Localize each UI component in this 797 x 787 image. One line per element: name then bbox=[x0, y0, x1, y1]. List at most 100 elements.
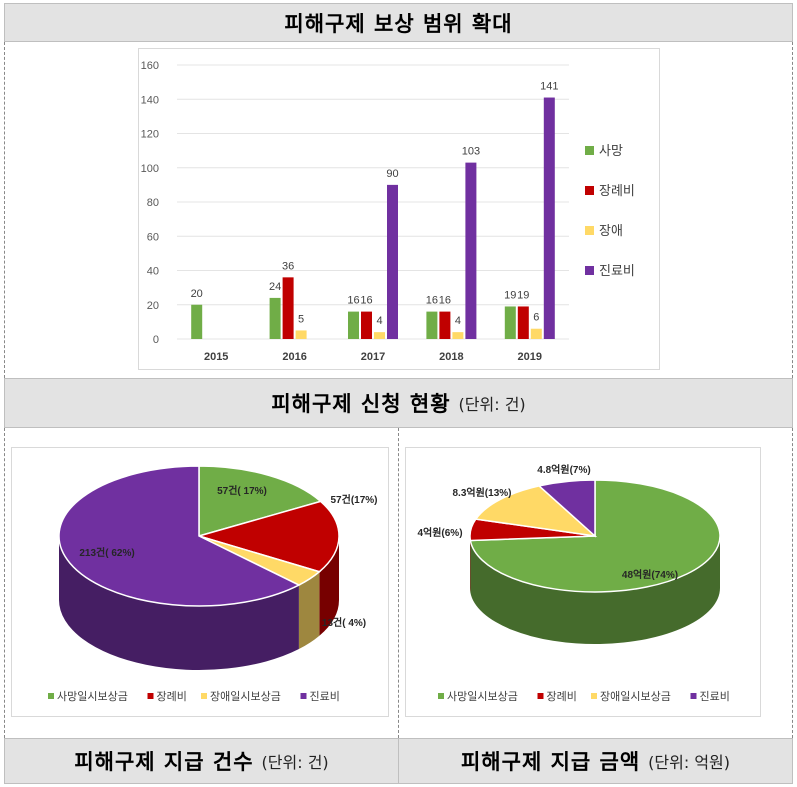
data-label: 4 bbox=[376, 315, 382, 327]
bottom-right-unit: (단위: 억원) bbox=[648, 753, 731, 772]
header-bar: 피해구제 보상 범위 확대 bbox=[4, 3, 793, 42]
legend-swatch bbox=[585, 226, 594, 235]
y-tick-label: 120 bbox=[141, 129, 159, 141]
legend-swatch bbox=[585, 146, 594, 155]
amount-pie-chart: 48억원(74%) 4억원(6%) 8.3억원(13%) 4.8억원(7%) 사망일시보… bbox=[417, 463, 730, 703]
data-label: 16 bbox=[439, 295, 451, 307]
legend-swatch bbox=[300, 693, 307, 699]
legend-label: 진료비 bbox=[310, 690, 340, 703]
pie-slice bbox=[537, 479, 596, 538]
bar bbox=[348, 311, 359, 339]
legend-swatch bbox=[585, 266, 594, 275]
bar bbox=[282, 277, 294, 339]
bar bbox=[530, 328, 542, 339]
bar bbox=[191, 304, 203, 339]
legend-swatch bbox=[585, 186, 594, 195]
bar bbox=[387, 184, 398, 339]
pie-slice-side bbox=[298, 571, 320, 650]
data-label: 19 bbox=[517, 289, 529, 301]
slice-label: 48억원(74%) bbox=[622, 568, 678, 581]
data-label: 19 bbox=[504, 289, 516, 301]
legend-swatch bbox=[201, 693, 207, 699]
legend-swatch bbox=[537, 693, 544, 699]
data-label: 16 bbox=[347, 295, 359, 307]
slice-label: 13건( 4%) bbox=[322, 616, 366, 629]
legend-swatch bbox=[690, 693, 697, 699]
data-label: 141 bbox=[540, 81, 558, 93]
data-label: 5 bbox=[298, 313, 304, 325]
bar bbox=[374, 332, 385, 339]
amount-pie-frame: 48억원(74%) 4억원(6%) 8.3억원(13%) 4.8억원(7%) 사망일시보… bbox=[405, 447, 761, 717]
bar bbox=[517, 306, 529, 339]
y-tick-label: 0 bbox=[153, 334, 159, 346]
bottom-left-bar: 피해구제 지급 건수 (단위: 건) bbox=[4, 738, 399, 784]
bar bbox=[543, 97, 555, 339]
data-label: 6 bbox=[533, 312, 539, 324]
pie-slice-side bbox=[319, 536, 339, 636]
bottom-left-unit: (단위: 건) bbox=[261, 753, 329, 772]
bar-chart-frame: 0 20 40 60 80 100 120 140 160 2015 20 2016 24 36 5 2017… bbox=[138, 48, 660, 370]
header-title: 피해구제 보상 범위 확대 bbox=[284, 11, 513, 36]
bar bbox=[452, 332, 464, 339]
y-tick-label: 60 bbox=[147, 231, 159, 243]
data-label: 16 bbox=[360, 295, 372, 307]
data-label: 16 bbox=[426, 295, 438, 307]
x-tick-label: 2016 bbox=[282, 351, 306, 363]
bar bbox=[426, 311, 438, 339]
x-tick-label: 2015 bbox=[204, 351, 228, 363]
data-label: 20 bbox=[191, 288, 203, 300]
legend-label: 장례비 bbox=[547, 690, 577, 703]
mid-header-unit: (단위: 건) bbox=[458, 395, 526, 414]
data-label: 4 bbox=[455, 315, 461, 327]
count-pie-chart: 57건( 17%) 57건(17%) 13건( 4%) 213건( 62%) 사망일시보… bbox=[48, 465, 378, 703]
bottom-right-bar: 피해구제 지급 금액 (단위: 억원) bbox=[398, 738, 793, 784]
x-tick-label: 2019 bbox=[518, 351, 542, 363]
legend-swatch bbox=[48, 693, 54, 699]
y-tick-label: 100 bbox=[141, 163, 159, 175]
legend-label: 장례비 bbox=[599, 183, 635, 198]
bar bbox=[439, 311, 451, 339]
bar bbox=[269, 297, 281, 339]
legend-swatch bbox=[438, 693, 444, 699]
count-pie-frame: 57건( 17%) 57건(17%) 13건( 4%) 213건( 62%) 사망일시보… bbox=[11, 447, 389, 717]
data-label: 24 bbox=[269, 281, 281, 293]
data-label: 90 bbox=[386, 168, 398, 180]
pie-cells bbox=[4, 428, 793, 738]
legend-swatch bbox=[591, 693, 597, 699]
pie-slice bbox=[198, 465, 323, 537]
mid-header-bar: 피해구제 신청 현황 (단위: 건) bbox=[4, 378, 793, 428]
legend-label: 사망일시보상금 bbox=[57, 689, 128, 703]
mid-header-title: 피해구제 신청 현황 bbox=[271, 392, 451, 416]
x-tick-label: 2017 bbox=[361, 351, 385, 363]
legend-label: 장애일시보상금 bbox=[210, 689, 281, 703]
y-tick-label: 20 bbox=[147, 300, 159, 312]
pie-divider bbox=[398, 428, 399, 738]
bar bbox=[504, 306, 516, 339]
legend-label: 장례비 bbox=[157, 690, 187, 703]
bar-chart-cell bbox=[4, 42, 793, 378]
y-tick-label: 80 bbox=[147, 197, 159, 209]
data-label: 103 bbox=[462, 146, 480, 158]
legend-label: 사망일시보상금 bbox=[447, 689, 518, 703]
pie-slice bbox=[196, 500, 340, 573]
pie-slice-side bbox=[470, 536, 720, 644]
pie-slice bbox=[474, 485, 598, 538]
slice-label: 213건( 62%) bbox=[79, 546, 134, 559]
bar bbox=[361, 311, 372, 339]
slice-label: 57건(17%) bbox=[331, 493, 378, 506]
bar bbox=[465, 162, 477, 339]
slice-label: 4.8억원(7%) bbox=[537, 463, 590, 476]
y-tick-label: 160 bbox=[141, 60, 159, 72]
pie-slice-side bbox=[59, 536, 299, 670]
y-tick-label: 40 bbox=[147, 266, 159, 278]
slice-label: 8.3억원(13%) bbox=[453, 486, 512, 499]
legend-label: 장애일시보상금 bbox=[600, 689, 671, 703]
legend-label: 사망 bbox=[599, 143, 623, 158]
legend-label: 장애 bbox=[599, 223, 623, 238]
legend-label: 진료비 bbox=[599, 263, 635, 278]
bar bbox=[295, 330, 307, 339]
legend-label: 진료비 bbox=[700, 690, 730, 703]
slice-label: 57건( 17%) bbox=[217, 484, 267, 497]
bottom-left-title: 피해구제 지급 건수 bbox=[74, 750, 254, 774]
